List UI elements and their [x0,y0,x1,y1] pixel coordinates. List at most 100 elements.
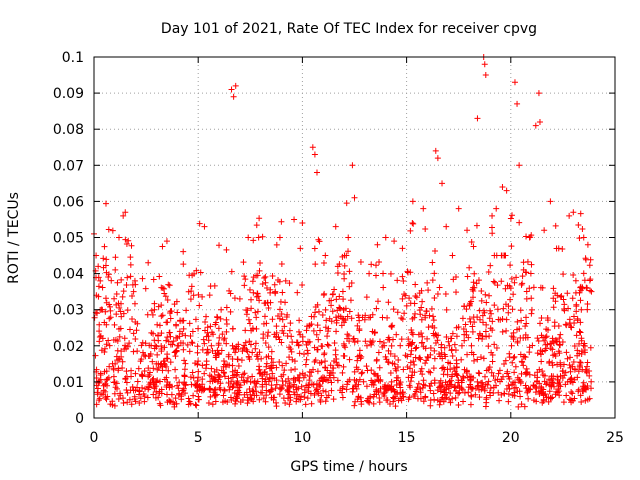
data-point [129,315,136,322]
data-point [334,362,341,369]
data-point [173,374,180,381]
data-point [573,308,580,315]
data-point [280,330,287,337]
data-point [276,336,283,343]
data-point [377,376,384,383]
data-point [257,260,264,267]
data-point [136,388,143,395]
data-point [418,316,425,323]
data-point [430,317,437,324]
data-point [411,391,418,398]
data-point [265,378,272,385]
data-point [453,324,460,331]
data-point [234,356,241,363]
data-point [447,335,454,342]
data-point [323,317,330,324]
data-point [510,291,517,298]
data-point [256,215,263,222]
data-point [470,243,477,250]
data-point [273,333,280,340]
data-point [236,384,243,391]
data-point [359,369,366,376]
data-point [197,269,204,276]
data-point [443,306,450,313]
data-point [513,274,520,281]
data-point [587,287,594,294]
data-point [432,247,439,254]
data-point [574,374,581,381]
data-point [217,315,224,322]
data-point [276,306,283,313]
data-point [186,320,193,327]
data-point [430,313,437,320]
data-point-spike [245,234,252,241]
data-point [485,378,492,385]
data-point [304,350,311,357]
data-point [518,317,525,324]
data-point [324,328,331,335]
data-point [495,370,502,377]
data-point [557,383,564,390]
data-point [575,388,582,395]
data-point [516,325,523,332]
data-point [100,255,107,262]
data-point [400,278,407,285]
data-point [557,331,564,338]
data-point [187,374,194,381]
data-point [527,270,534,277]
data-point [201,385,208,392]
data-point [249,278,256,285]
data-point [381,342,388,349]
data-point [217,386,224,393]
data-point [365,395,372,402]
data-point [449,395,456,402]
data-point-spike [213,313,220,320]
data-point [259,372,266,379]
data-point-spike [309,144,316,151]
data-point [434,397,441,404]
data-point [138,356,145,363]
data-point [387,350,394,357]
data-point [429,277,436,284]
data-point [107,314,114,321]
data-point [372,388,379,395]
data-point [418,304,425,311]
data-point [256,297,263,304]
data-point [247,391,254,398]
data-point [304,347,311,354]
data-point [130,348,137,355]
data-point [480,355,487,362]
data-point [399,295,406,302]
data-point [520,266,527,273]
data-point [384,314,391,321]
data-point [124,274,131,281]
data-point [528,295,535,302]
data-point [255,293,262,300]
data-point [159,367,166,374]
data-point [199,346,206,353]
data-point [232,398,239,405]
data-point [493,345,500,352]
data-point [253,314,260,321]
data-point [187,296,194,303]
data-point [180,325,187,332]
data-point [353,385,360,392]
data-point [327,362,334,369]
data-point [105,337,112,344]
data-point [283,360,290,367]
data-point [229,362,236,369]
data-point [181,366,188,373]
data-point [205,337,212,344]
data-point [210,331,217,338]
data-point [151,300,158,307]
data-point [125,237,132,244]
data-point [241,282,248,289]
data-point [559,367,566,374]
data-point [358,370,365,377]
data-point [132,335,139,342]
data-point [411,361,418,368]
data-point [420,398,427,405]
data-point [95,274,102,281]
data-point [365,314,372,321]
data-point [248,305,255,312]
